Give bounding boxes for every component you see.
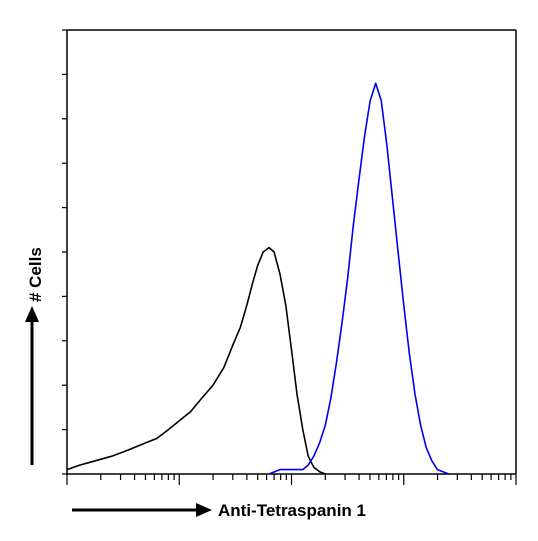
series-layer <box>66 82 449 475</box>
y-axis-label: # Cells <box>26 247 45 302</box>
x-axis-ticks <box>66 474 517 485</box>
control-histogram-line <box>66 246 326 475</box>
y-axis-ticks <box>62 29 67 475</box>
stained-histogram-line <box>268 82 449 475</box>
x-axis-label: Anti-Tetraspanin 1 <box>218 501 366 520</box>
y-axis-arrowhead <box>25 306 39 322</box>
x-axis-arrowhead <box>196 503 212 517</box>
plot-frame <box>66 29 517 475</box>
